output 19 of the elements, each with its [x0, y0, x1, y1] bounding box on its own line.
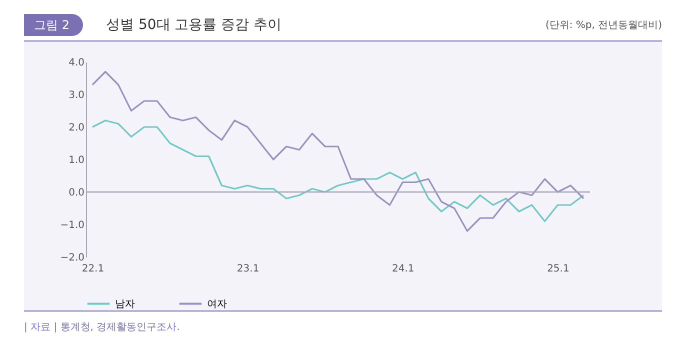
x-tick-label: 22.1: [82, 264, 104, 274]
y-tick-label: 2.0: [68, 122, 84, 134]
x-tick-label: 25.1: [547, 264, 570, 274]
line-series: [92, 120, 584, 222]
chart-title: 성별 50대 고용률 증감 추이: [106, 16, 282, 35]
text: | 자료 | 통계청, 경제활동인구조사.: [24, 321, 180, 334]
y-tick-label: −1.0: [60, 220, 84, 231]
chart-subtitle: (단위: %p, 전년동월대비): [545, 19, 662, 33]
y-tick-label: 1.0: [68, 155, 84, 166]
legend-label: 남자: [115, 298, 135, 310]
x-tick-label: 24.1: [392, 264, 414, 274]
legend-label: 여자: [207, 298, 227, 310]
x-tick-label: 23.1: [236, 264, 260, 274]
y-tick-label: 4.0: [68, 58, 84, 68]
y-tick-label: 3.0: [68, 90, 84, 101]
y-tick-label: 0.0: [68, 188, 84, 198]
line-series: [92, 70, 584, 232]
y-tick-label: −2.0: [60, 252, 84, 264]
figure-badge: 그림 2: [24, 14, 84, 36]
